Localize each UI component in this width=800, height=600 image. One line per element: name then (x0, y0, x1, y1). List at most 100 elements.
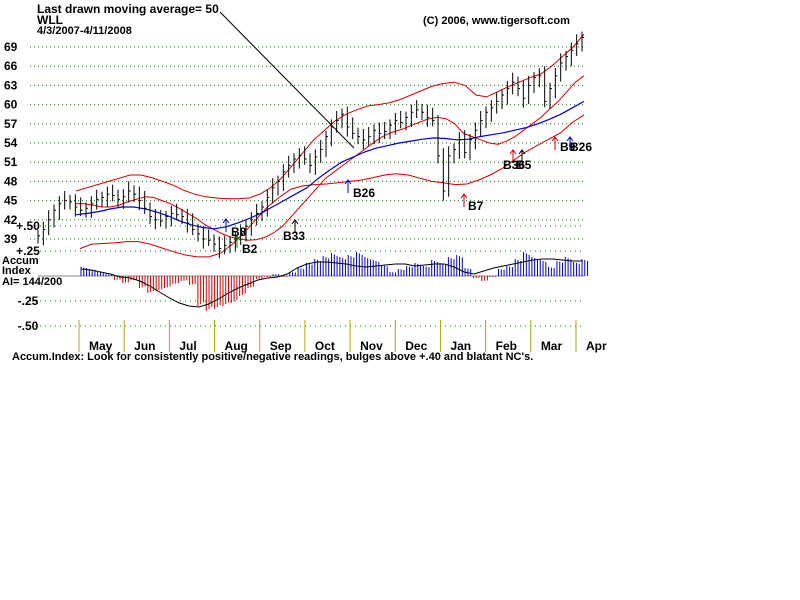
accum-bar (397, 269, 405, 276)
price-bar (208, 229, 211, 247)
month-label: Dec (405, 339, 427, 353)
price-tick-label: 42 (4, 213, 18, 227)
price-bar (298, 148, 302, 169)
signal-arrow-head (551, 136, 559, 142)
price-tick-label: 69 (4, 40, 18, 54)
price-bar (192, 213, 195, 236)
bands-layer (75, 33, 585, 258)
price-bar (160, 210, 163, 227)
price-bar (309, 153, 312, 174)
price-bar (261, 201, 264, 222)
month-label: Jun (134, 339, 155, 353)
accum-bar (347, 255, 355, 276)
price-tick-label: 57 (4, 117, 18, 131)
price-bar (362, 128, 366, 150)
signal-label: B8 (231, 225, 247, 239)
signal-label: B33 (283, 229, 305, 243)
price-bar (272, 178, 275, 204)
accum-bar (406, 266, 413, 276)
price-bar (480, 111, 483, 136)
price-bar (538, 68, 542, 88)
price-bar (112, 184, 115, 202)
price-bar (378, 122, 382, 143)
accum-bar (514, 259, 522, 276)
price-bar (256, 203, 259, 226)
signal-marker: B33 (283, 219, 305, 243)
price-bar (250, 212, 254, 236)
accum-bar (314, 259, 321, 276)
price-bar (176, 203, 179, 221)
accum-bar (431, 260, 438, 276)
accum-bar (556, 261, 564, 276)
price-bar (304, 146, 307, 165)
month-label: May (89, 339, 113, 353)
accum-bar (97, 272, 104, 276)
accum-bar (264, 276, 271, 277)
short-moving-average-line (76, 75, 585, 241)
price-bar (442, 148, 446, 201)
accum-bar (481, 276, 488, 281)
price-bar (106, 186, 110, 207)
price-bar (389, 119, 392, 140)
accum-bar (472, 276, 480, 278)
price-tick-label: 60 (4, 98, 18, 112)
moving-average-note: Last drawn moving average= 50 (37, 2, 219, 16)
price-bar (74, 194, 78, 217)
accum-bar (272, 274, 280, 276)
signal-label: B5 (516, 158, 532, 172)
signal-arrow-head (460, 193, 468, 199)
accum-bar (564, 257, 572, 276)
lower-band-line (79, 114, 585, 258)
accum-bar (439, 263, 447, 276)
price-tick-label: 51 (4, 155, 18, 169)
signal-arrow-head (291, 219, 299, 225)
signal-label: B2 (242, 242, 258, 256)
month-label: Oct (315, 339, 335, 353)
price-bar (554, 68, 558, 99)
accum-bar (164, 276, 171, 288)
price-bar (266, 189, 270, 217)
price-bar (170, 205, 174, 227)
price-bar (448, 146, 451, 197)
ai-value: AI= 144/200 (2, 276, 62, 288)
price-bar (42, 221, 46, 246)
price-bar (122, 189, 126, 209)
price-bar (437, 114, 440, 164)
price-bar (506, 80, 510, 105)
accum-tick-label: -.50 (18, 319, 39, 333)
price-bar (416, 100, 419, 119)
price-bar (400, 111, 403, 129)
signal-marker: B36 (503, 149, 525, 172)
signal-label: B26 (353, 186, 375, 200)
accum-bar (322, 256, 330, 276)
accum-bar (172, 276, 179, 284)
accum-bar (489, 276, 497, 277)
price-bar (528, 75, 531, 104)
price-bar (144, 191, 147, 215)
accum-bar (331, 253, 338, 276)
price-bar (149, 202, 152, 225)
annotation-pointer-line (219, 11, 355, 149)
price-bar (464, 130, 467, 159)
price-bar (474, 122, 478, 150)
price-tick-label: 66 (4, 59, 18, 73)
signal-arrow-head (509, 149, 517, 155)
signal-label: B26 (570, 140, 592, 154)
month-label: Mar (541, 339, 563, 353)
price-bar (128, 181, 131, 203)
signal-arrow-head (222, 218, 230, 224)
accum-bar (523, 252, 530, 276)
price-bar (80, 197, 83, 216)
price-bar (314, 149, 318, 175)
month-label: Sep (270, 339, 292, 353)
price-bar (58, 196, 62, 220)
price-bar (224, 235, 227, 255)
price-bar (512, 72, 515, 95)
price-grid (30, 46, 584, 240)
price-tick-label: 39 (4, 232, 18, 246)
price-bar (288, 155, 291, 178)
accum-bar (80, 267, 88, 276)
accum-bar (255, 276, 263, 279)
